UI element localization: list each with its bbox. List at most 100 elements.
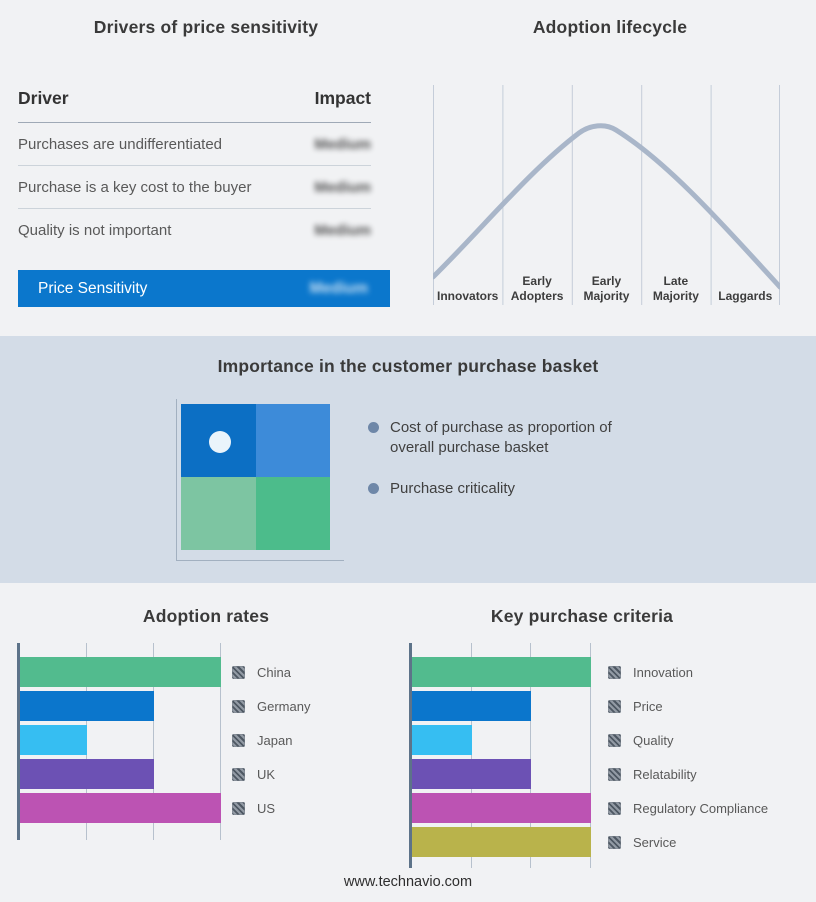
hatched-swatch-icon <box>232 665 245 679</box>
bar-group <box>412 657 591 861</box>
lifecycle-stage-labels: Innovators Early Adopters Early Majority… <box>433 268 780 304</box>
bullet-text: Cost of purchase as proportion of overal… <box>390 419 612 456</box>
legend-item: US <box>232 791 310 825</box>
bar-relatability <box>412 759 532 789</box>
adoption-lifecycle-chart: Innovators Early Adopters Early Majority… <box>433 85 780 305</box>
bullet-dot-icon <box>368 483 379 494</box>
quadrant-grid <box>181 404 330 550</box>
legend-item: Service <box>608 825 768 859</box>
hatched-swatch-icon <box>232 767 245 781</box>
legend-item: Quality <box>608 723 768 757</box>
hatched-swatch-icon <box>608 801 621 815</box>
key-purchase-criteria-title: Key purchase criteria <box>490 606 674 626</box>
legend-item: Price <box>608 689 768 723</box>
bar-quality <box>412 725 472 755</box>
bar-innovation <box>412 657 591 687</box>
stage-label-early-adopters: Early Adopters <box>510 274 564 303</box>
price-sensitivity-label: Price Sensitivity <box>38 279 148 297</box>
stage-label-laggards: Laggards <box>718 289 773 303</box>
driver-column-header: Driver <box>18 88 69 108</box>
table-row: Purchase is a key cost to the buyer Medi… <box>18 166 371 209</box>
impact-cell-redacted: Medium <box>314 136 371 153</box>
legend-label: Price <box>633 698 663 714</box>
gridline <box>590 643 591 868</box>
driver-cell: Purchases are undifferentiated <box>18 136 223 153</box>
driver-cell: Purchase is a key cost to the buyer <box>18 179 252 196</box>
list-item: Purchase criticality <box>368 479 644 499</box>
legend-label: Japan <box>257 732 293 748</box>
gridline <box>220 643 221 840</box>
impact-column-header: Impact <box>314 88 371 108</box>
list-item: Cost of purchase as proportion of overal… <box>368 418 644 457</box>
price-sensitivity-highlight-row: Price Sensitivity Medium <box>18 270 390 307</box>
purchase-basket-band <box>0 336 816 583</box>
bell-curve <box>433 123 780 290</box>
hatched-swatch-icon <box>608 767 621 781</box>
stage-label-innovators: Innovators <box>437 289 499 303</box>
bar-regulatory-compliance <box>412 793 591 823</box>
gridline <box>470 643 472 868</box>
adoption-rates-chart <box>17 643 221 840</box>
hatched-swatch-icon <box>608 733 621 747</box>
lifecycle-curve-plot <box>433 85 780 305</box>
legend-label: US <box>257 800 276 816</box>
stage-label-late-majority: Late Majority <box>652 274 699 303</box>
stage-label-early-majority: Early Majority <box>583 274 630 303</box>
legend-label: Regulatory Compliance <box>633 800 769 816</box>
driver-cell: Quality is not important <box>18 222 172 239</box>
hatched-swatch-icon <box>232 699 245 713</box>
drivers-panel-title: Drivers of price sensitivity <box>93 17 319 37</box>
impact-cell-redacted: Medium <box>314 222 371 239</box>
legend-label: Service <box>633 834 677 850</box>
purchase-basket-quadrant <box>176 399 344 561</box>
legend-label: Quality <box>633 732 674 748</box>
legend-item: Germany <box>232 689 310 723</box>
footer-url: www.technavio.com <box>343 874 473 890</box>
lifecycle-gridlines <box>433 85 780 305</box>
bar-uk <box>20 759 154 789</box>
adoption-rates-title: Adoption rates <box>142 606 270 626</box>
legend-item: Japan <box>232 723 310 757</box>
bullet-text: Purchase criticality <box>390 480 516 497</box>
table-row: Quality is not important Medium <box>18 209 371 251</box>
drivers-table: Driver Impact Purchases are undifferenti… <box>18 88 371 251</box>
legend-label: Innovation <box>633 664 693 680</box>
impact-cell-redacted: Medium <box>314 179 371 196</box>
legend-label: Germany <box>257 698 311 714</box>
hatched-swatch-icon <box>608 835 621 849</box>
bar-price <box>412 691 532 721</box>
legend-item: Innovation <box>608 655 768 689</box>
table-row: Purchases are undifferentiated Medium <box>18 123 371 166</box>
basket-panel-title: Importance in the customer purchase bask… <box>217 356 599 376</box>
position-marker-dot <box>209 431 231 453</box>
bar-germany <box>20 691 154 721</box>
bar-group <box>20 657 221 827</box>
quadrant-bottom-left <box>181 477 256 550</box>
legend-label: Relatability <box>633 766 697 782</box>
hatched-swatch-icon <box>608 699 621 713</box>
legend-label: China <box>257 664 291 680</box>
key-purchase-criteria-legend: Innovation Price Quality Relatability Re… <box>608 655 768 859</box>
key-purchase-criteria-chart <box>409 643 591 868</box>
legend-label: UK <box>257 766 276 782</box>
hatched-swatch-icon <box>608 665 621 679</box>
impact-cell-redacted: Medium <box>309 279 368 297</box>
bar-us <box>20 793 221 823</box>
hatched-swatch-icon <box>232 733 245 747</box>
gridline <box>153 643 154 840</box>
hatched-swatch-icon <box>232 801 245 815</box>
bar-japan <box>20 725 87 755</box>
legend-item: China <box>232 655 310 689</box>
quadrant-top-right <box>255 404 330 477</box>
drivers-table-header: Driver Impact <box>18 88 371 123</box>
quadrant-bottom-right <box>255 477 330 550</box>
bar-service <box>412 827 591 857</box>
basket-bullet-list: Cost of purchase as proportion of overal… <box>368 418 644 521</box>
lifecycle-panel-title: Adoption lifecycle <box>532 17 688 37</box>
gridline <box>530 643 532 868</box>
bullet-dot-icon <box>368 422 379 433</box>
legend-item: Regulatory Compliance <box>608 791 768 825</box>
legend-item: UK <box>232 757 310 791</box>
adoption-rates-legend: China Germany Japan UK US <box>232 655 310 825</box>
